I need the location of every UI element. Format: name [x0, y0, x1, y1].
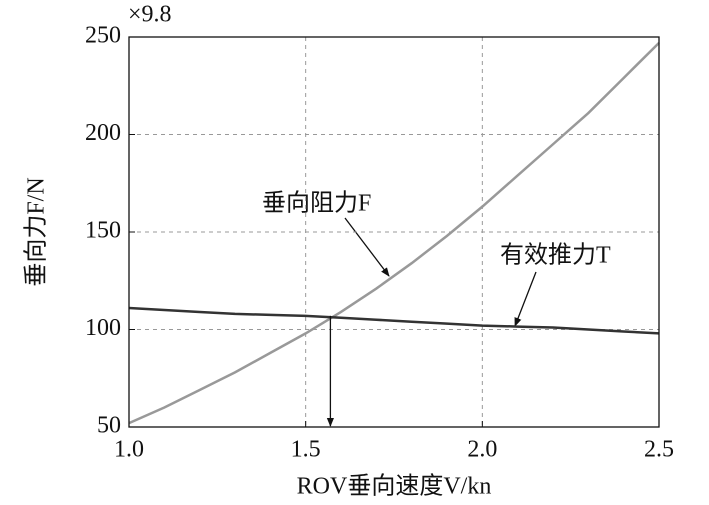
y-tick-label: 50	[97, 413, 121, 439]
x-tick-label: 2.0	[467, 437, 497, 463]
plot-frame	[128, 36, 660, 428]
x-tick-label: 1.5	[291, 437, 321, 463]
y-axis-label: 垂向力F/N	[23, 177, 50, 286]
series-annotation: 垂向阻力F	[262, 190, 371, 217]
y-tick-label: 100	[85, 315, 121, 341]
series-annotation: 有效推力T	[500, 242, 611, 269]
line-series	[128, 41, 660, 425]
line-series	[128, 306, 660, 335]
annotation-arrow	[514, 271, 537, 327]
x-axis-label: ROV垂向速度V/kn	[297, 473, 492, 500]
x-tick-label: 1.0	[114, 437, 144, 463]
x-tick-label: 2.5	[644, 437, 674, 463]
y-tick-label: 150	[85, 218, 121, 244]
annotation-arrow	[344, 217, 390, 277]
y-tick-label: 200	[85, 120, 121, 146]
scale-note: ×9.8	[128, 2, 172, 28]
y-tick-label: 250	[85, 23, 121, 49]
